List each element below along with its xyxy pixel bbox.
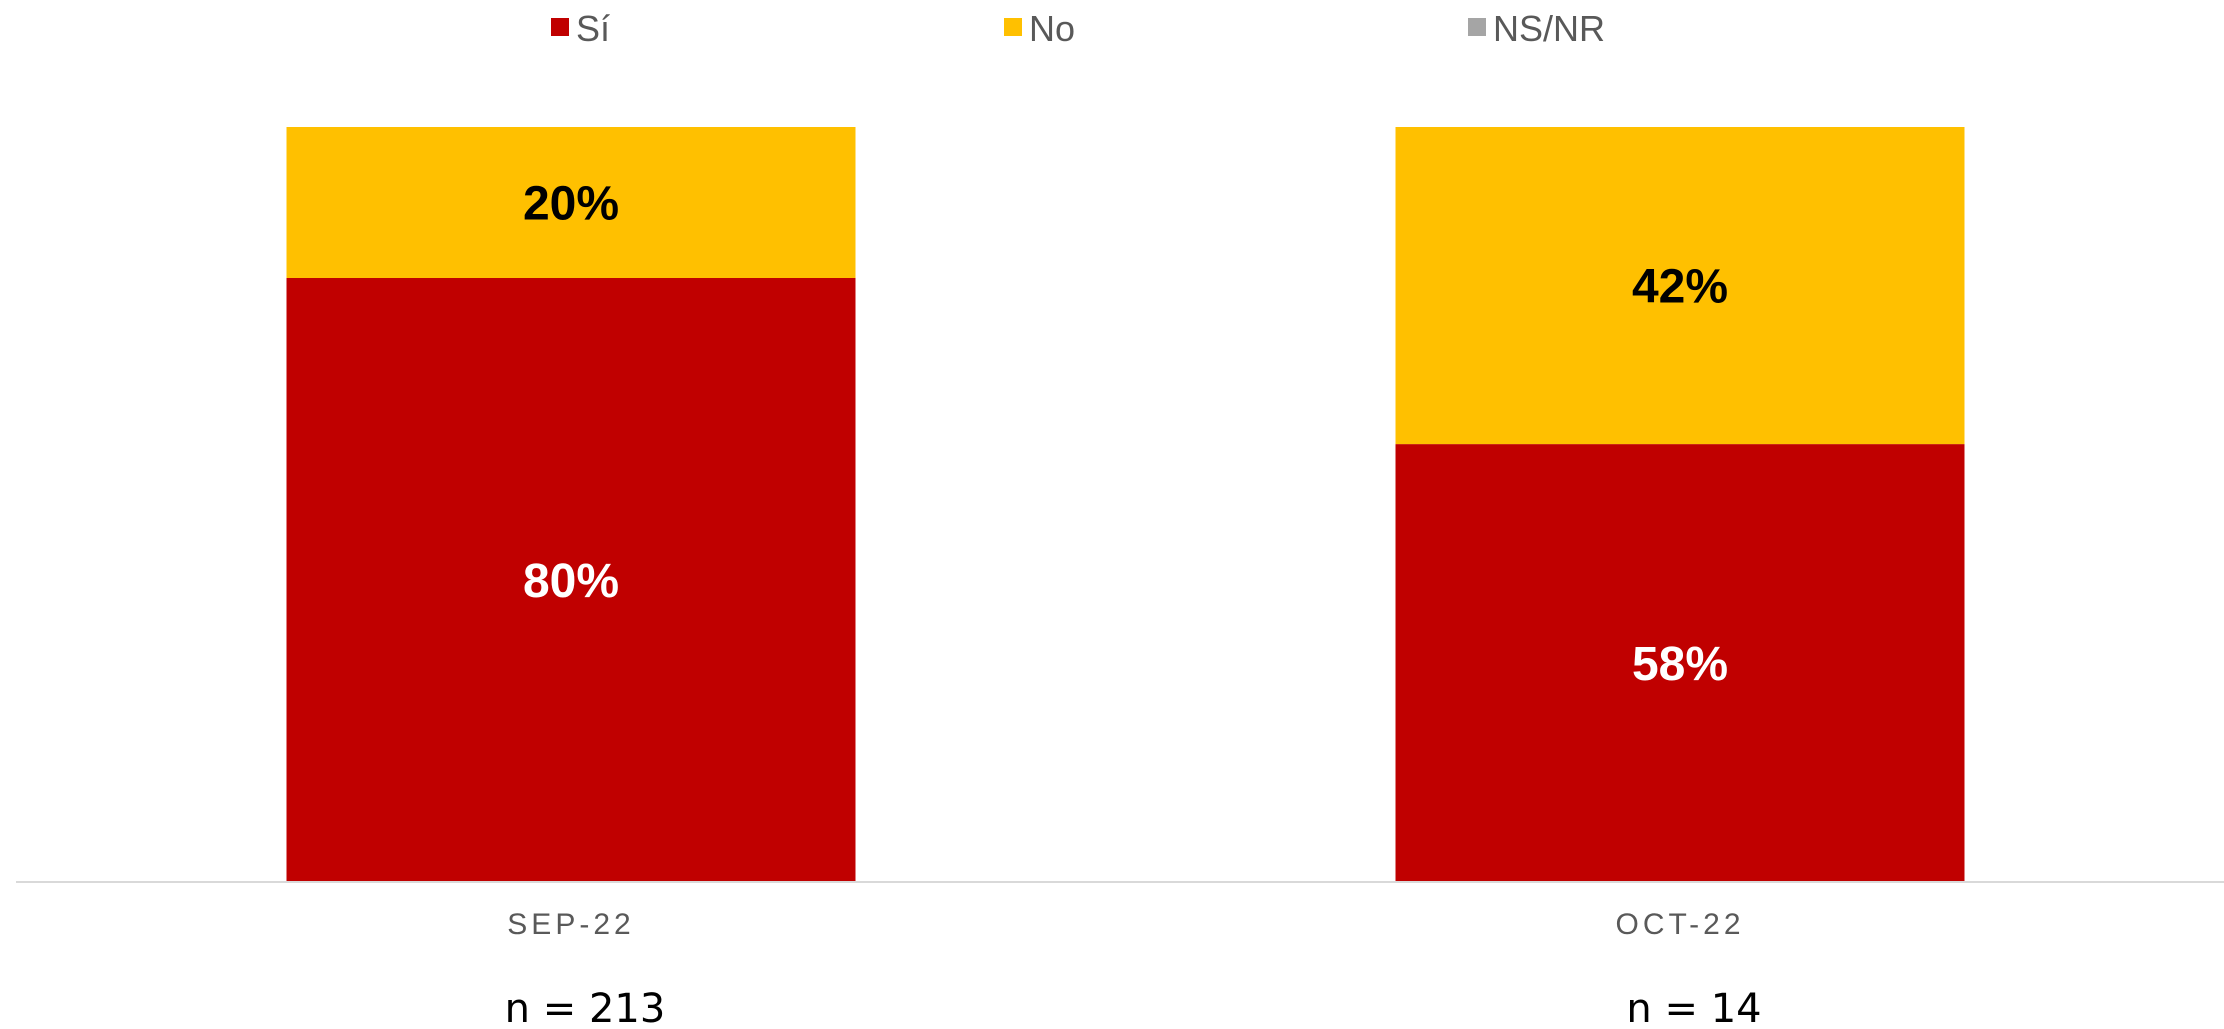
sample-size-label-1: n = 14 bbox=[1626, 986, 1761, 1029]
bar-segment-1-0 bbox=[1395, 444, 1965, 882]
data-label-0-0: 80% bbox=[523, 555, 619, 608]
x-tick-label-1: OCT-22 bbox=[1615, 908, 1744, 941]
legend-label-0: Sí bbox=[576, 8, 610, 49]
data-label-1-1: 42% bbox=[1632, 261, 1728, 314]
sample-sizes: n = 213 n = 14 bbox=[505, 986, 1762, 1029]
bar-segment-0-1 bbox=[286, 127, 856, 278]
bar-segment-1-1 bbox=[1395, 127, 1965, 445]
bar-segment-0-0 bbox=[286, 278, 856, 882]
data-label-0-1: 20% bbox=[523, 178, 619, 231]
data-label-1-0: 58% bbox=[1632, 638, 1728, 691]
legend-label-1: No bbox=[1029, 8, 1075, 49]
sample-size-label-0: n = 213 bbox=[505, 986, 666, 1029]
legend-swatch-0 bbox=[551, 18, 569, 36]
legend-swatch-1 bbox=[1004, 18, 1022, 36]
x-axis-ticks: SEP-22 OCT-22 bbox=[507, 908, 1744, 941]
legend-label-2: NS/NR bbox=[1493, 8, 1605, 49]
bars: 80% 20% 58% 42% bbox=[286, 127, 1965, 882]
legend-swatch-2 bbox=[1468, 18, 1486, 36]
x-tick-label-0: SEP-22 bbox=[507, 908, 634, 941]
legend: Sí No NS/NR bbox=[551, 8, 1605, 49]
